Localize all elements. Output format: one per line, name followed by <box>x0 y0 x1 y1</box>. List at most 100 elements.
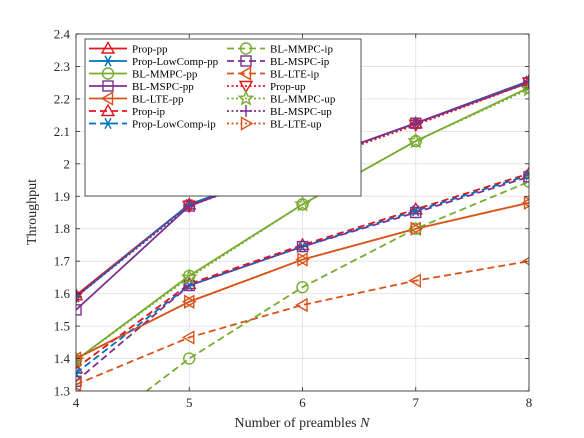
legend-marker <box>102 80 114 92</box>
y-tick-label: 1.6 <box>54 286 71 301</box>
legend-label: Prop-LowComp-ip <box>132 119 216 131</box>
data-point <box>408 201 423 215</box>
legend-entry: BL-LTE-pp <box>89 91 184 106</box>
y-axis-title: Throughput <box>25 179 40 245</box>
legend-label: Prop-up <box>270 81 306 93</box>
legend-label: BL-LTE-ip <box>270 69 320 81</box>
series-line <box>76 260 529 386</box>
legend-label: BL-MSPC-pp <box>132 81 194 93</box>
legend-marker <box>239 42 253 55</box>
y-tick-label: 1.4 <box>54 351 71 366</box>
data-point <box>76 354 84 363</box>
x-tick-label: 6 <box>299 395 306 410</box>
legend-label: Prop-ip <box>132 106 166 118</box>
data-point <box>521 77 529 91</box>
data-point <box>184 294 197 309</box>
data-point <box>296 280 309 294</box>
data-point <box>523 195 529 210</box>
series-11 <box>76 80 529 368</box>
legend-marker <box>237 89 255 106</box>
legend-entry: BL-MSPC-pp <box>89 80 194 93</box>
data-point <box>180 268 198 285</box>
data-point <box>76 377 82 391</box>
data-point <box>76 304 82 316</box>
legend-entry: BL-MMPC-pp <box>89 67 198 81</box>
data-point <box>76 360 84 374</box>
legend-entry: BL-LTE-ip <box>227 66 320 81</box>
data-point <box>523 171 529 183</box>
legend-label: BL-MSPC-ip <box>270 56 330 68</box>
y-tick-label: 1.7 <box>54 254 71 269</box>
data-point <box>410 221 424 236</box>
legend-entry: BL-MMPC-up <box>227 89 336 106</box>
x-axis-title-text: Number of preambles <box>235 416 361 431</box>
data-point <box>410 206 422 219</box>
data-point <box>408 221 421 236</box>
y-tick-label: 2 <box>64 156 71 171</box>
legend-label: BL-LTE-pp <box>132 94 184 106</box>
series-line <box>76 175 529 382</box>
legend: Prop-ppProp-LowComp-ppBL-MMPC-ppBL-MSPC-… <box>84 38 362 197</box>
data-point <box>183 200 196 213</box>
data-point <box>181 294 195 309</box>
legend-marker <box>100 91 114 106</box>
legend-marker <box>100 41 116 54</box>
y-tick-label: 1.3 <box>54 384 70 399</box>
data-point <box>293 195 312 212</box>
data-point <box>295 297 308 313</box>
legend-entry: Prop-LowComp-ip <box>89 117 216 131</box>
series-9 <box>76 256 529 391</box>
x-tick-label: 5 <box>186 395 193 410</box>
series-line <box>145 180 529 391</box>
data-point <box>521 166 529 179</box>
legend-marker <box>102 117 114 130</box>
data-point <box>523 76 529 89</box>
y-tick-label: 2.4 <box>54 27 71 42</box>
y-tick-label: 1.8 <box>54 221 70 236</box>
data-point <box>76 353 83 367</box>
x-tick-label: 7 <box>413 395 420 410</box>
legend-marker <box>238 66 252 81</box>
legend-marker <box>240 105 252 117</box>
data-point <box>76 291 84 305</box>
x-axis-title-variable: N <box>359 416 370 431</box>
axis-ticks <box>75 33 530 392</box>
data-point <box>295 252 308 267</box>
series-line <box>76 88 529 361</box>
legend-label: BL-MSPC-up <box>270 106 332 118</box>
data-point <box>76 290 82 303</box>
legend-marker <box>102 55 114 67</box>
legend-label: BL-MMPC-pp <box>132 69 198 81</box>
data-point <box>297 252 310 267</box>
data-point <box>521 198 529 207</box>
series-13 <box>76 195 529 363</box>
legend-entry: BL-MMPC-ip <box>227 42 333 56</box>
legend-box <box>84 38 362 197</box>
series-line <box>76 174 529 374</box>
x-tick-label: 8 <box>526 395 533 410</box>
y-tick-label: 2.2 <box>54 91 70 106</box>
legend-entry: Prop-LowComp-pp <box>89 55 219 68</box>
legend-label: BL-LTE-up <box>270 119 322 131</box>
y-tick-label: 2.1 <box>54 124 70 139</box>
legend-entry: BL-MSPC-up <box>227 105 332 118</box>
legend-entry: BL-MSPC-ip <box>227 55 330 68</box>
data-point <box>407 132 425 149</box>
data-point <box>408 273 421 288</box>
data-point <box>521 256 529 266</box>
legend-marker <box>240 55 252 67</box>
legend-entries: Prop-ppProp-LowComp-ppBL-MMPC-ppBL-MSPC-… <box>89 41 336 131</box>
series-line <box>76 201 529 360</box>
y-tick-label: 1.5 <box>54 319 70 334</box>
legend-label: BL-MMPC-up <box>270 94 336 106</box>
data-point <box>295 237 310 251</box>
data-point <box>183 352 196 365</box>
data-point <box>520 80 529 97</box>
tick-labels: 4 5 6 7 8 1.3 1.4 1.5 1.6 1.7 1.8 1.9 2 2.1 2.2 2.3 2.4 <box>54 27 533 411</box>
legend-label: Prop-pp <box>132 44 168 56</box>
legend-marker <box>238 80 254 94</box>
y-tick-label: 2.3 <box>54 59 70 74</box>
x-tick-label: 4 <box>73 395 80 410</box>
legend-entry: Prop-pp <box>89 41 168 56</box>
